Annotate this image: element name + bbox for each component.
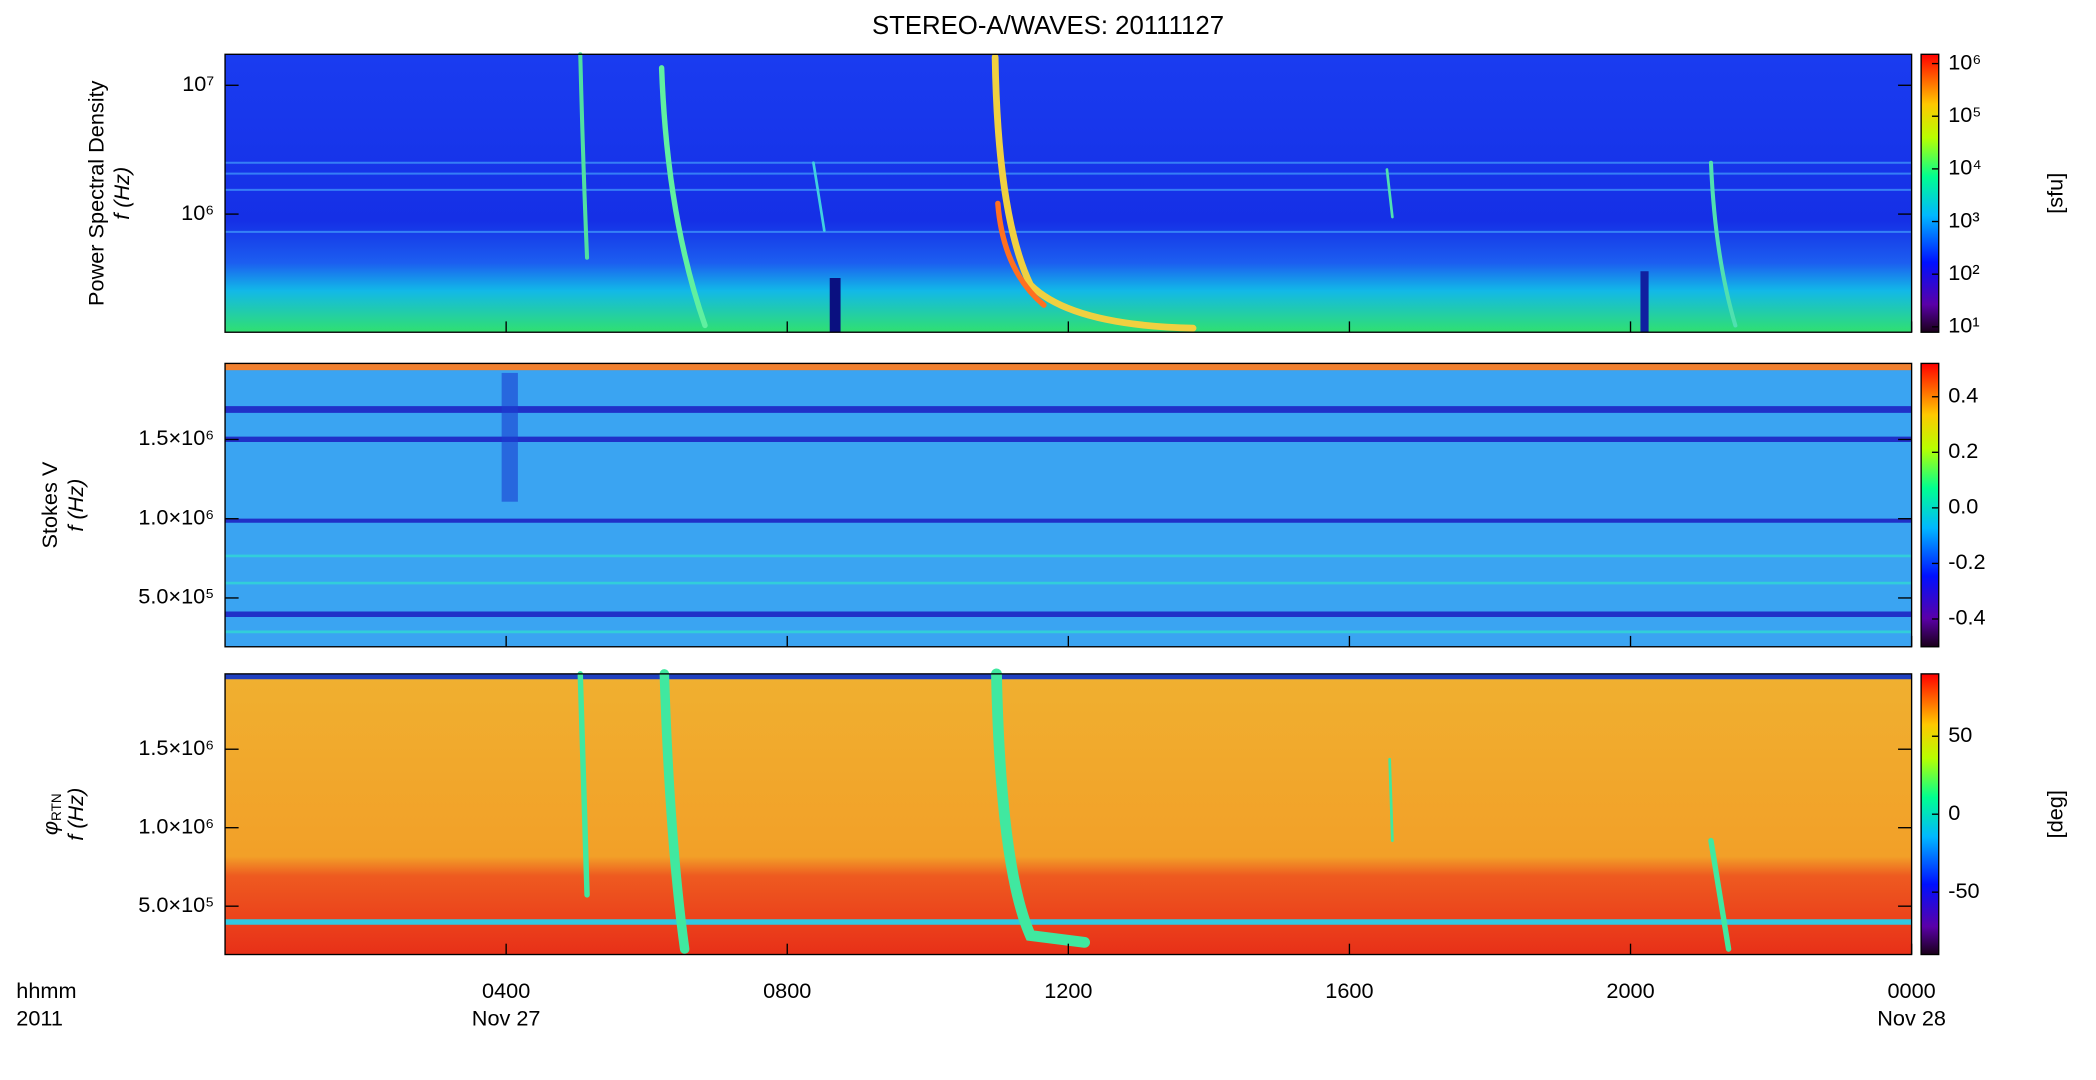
y-axis-label: f (Hz): [109, 167, 134, 220]
colorbar-tick-label: 50: [1948, 722, 1972, 747]
time-axis-label: 2011: [16, 1005, 63, 1030]
colorbar-tick-label: -50: [1948, 878, 1979, 903]
y-tick-label: 5.0×10⁵: [138, 584, 214, 609]
spectrogram-image: [225, 668, 1912, 955]
colorbar-tick-label: -0.2: [1948, 549, 1985, 574]
colorbar-tick-label: 0.0: [1948, 494, 1978, 519]
y-tick-label: 1.5×10⁶: [138, 735, 214, 760]
colorbar-tick-label: 10⁴: [1948, 155, 1981, 180]
y-tick-label: 1.0×10⁶: [138, 504, 214, 529]
y-axis-label: Power Spectral Density: [83, 80, 108, 306]
colorbar-tick-label: 0.2: [1948, 438, 1978, 463]
y-axis-label: φRTN: [37, 793, 63, 835]
x-tick-label: 1200: [1044, 978, 1092, 1003]
x-tick-label: 2000: [1606, 978, 1654, 1003]
x-tick-label: 0400: [482, 978, 530, 1003]
colorbar-label: [deg]: [2042, 790, 2067, 838]
x-tick-date: Nov 27: [472, 1005, 541, 1030]
y-axis-label: f (Hz): [63, 479, 88, 532]
colorbar-tick-label: -0.4: [1948, 605, 1985, 630]
colorbar-tick-label: 10⁶: [1948, 49, 1981, 74]
y-tick-label: 1.5×10⁶: [138, 425, 214, 450]
colorbar-tick-label: 10²: [1948, 260, 1979, 285]
colorbar-tick-label: 10¹: [1948, 313, 1979, 338]
spectrogram-image: [225, 52, 1912, 333]
y-tick-label: 10⁶: [181, 200, 214, 225]
colorbars: [1920, 53, 1940, 956]
y-tick-label: 1.0×10⁶: [138, 813, 214, 838]
chart-title: STEREO-A/WAVES: 20111127: [872, 12, 1224, 40]
colorbar-label: [sfu]: [2042, 173, 2067, 214]
plot-frame: [224, 362, 1913, 648]
plot-frame: [224, 53, 1913, 333]
colorbar-tick-label: 10³: [1948, 207, 1979, 232]
y-axis-label: f (Hz): [63, 788, 88, 841]
spectrogram-image: [225, 363, 1912, 647]
x-tick-label: 1600: [1325, 978, 1373, 1003]
subscript: RTN: [49, 793, 64, 821]
time-axis-label: hhmm: [16, 978, 76, 1003]
x-tick-date: Nov 28: [1877, 1005, 1946, 1030]
colorbar-tick-label: 10⁵: [1948, 102, 1981, 127]
y-tick-label: 5.0×10⁵: [138, 892, 214, 917]
symbol: φ: [37, 821, 62, 835]
y-tick-label: 10⁷: [182, 71, 214, 96]
x-tick-label: 0800: [763, 978, 811, 1003]
colorbar-tick-label: 0.4: [1948, 382, 1978, 407]
y-axis-label: Stokes V: [37, 461, 62, 548]
colorbar-tick-label: 0: [1948, 800, 1960, 825]
x-tick-label: 0000: [1887, 978, 1935, 1003]
